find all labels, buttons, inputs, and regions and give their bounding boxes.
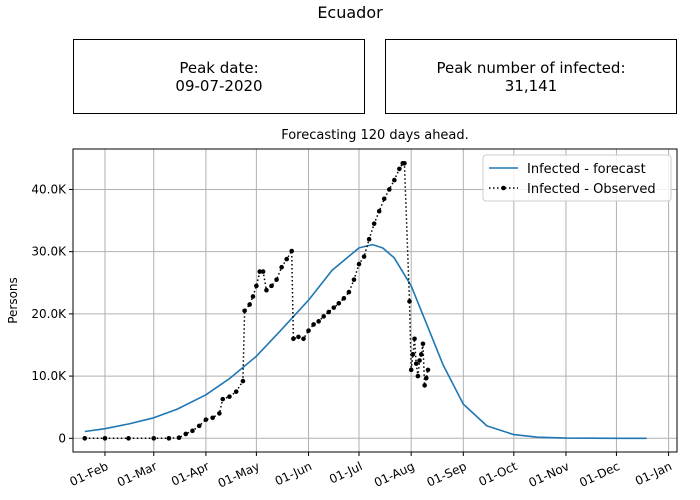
observed-point	[250, 294, 256, 299]
observed-point	[316, 319, 321, 324]
observed-point	[424, 375, 429, 381]
observed-point	[289, 248, 295, 254]
observed-point	[203, 417, 209, 422]
observed-point	[331, 305, 337, 310]
observed-point	[220, 396, 226, 402]
observed-point	[254, 283, 259, 289]
observed-point	[126, 436, 131, 441]
y-tick-label: 0	[58, 431, 66, 445]
observed-point	[346, 289, 352, 295]
x-tick-label: 01-Oct	[477, 459, 520, 489]
observed-point	[233, 389, 239, 394]
observed-point	[190, 428, 195, 434]
observed-point	[102, 436, 108, 441]
observed-point	[260, 269, 266, 274]
observed-point	[257, 269, 263, 274]
peak-date-box: Peak date: 09-07-2020	[73, 39, 365, 114]
legend-box	[482, 154, 672, 202]
peak-infected-value: 31,141	[504, 76, 558, 95]
legend-observed-marker	[501, 185, 506, 191]
x-tick-label: 01-Apr	[169, 459, 211, 489]
observed-point	[402, 161, 407, 166]
observed-point	[196, 423, 202, 429]
observed-point	[356, 261, 362, 267]
x-tick-label: 01-Jan	[633, 459, 674, 488]
observed-point	[166, 436, 172, 441]
x-tick-label: 01-Sep	[425, 459, 469, 490]
observed-point	[240, 378, 246, 384]
observed-point	[415, 373, 421, 379]
peak-date-label: Peak date:	[179, 58, 259, 77]
observed-point	[341, 296, 347, 301]
observed-point	[151, 436, 157, 441]
observed-line	[84, 162, 429, 440]
observed-point	[296, 334, 301, 340]
y-tick-label: 40.0K	[31, 182, 67, 196]
forecast-line	[84, 243, 647, 440]
peak-infected-label: Peak number of infected:	[436, 58, 626, 77]
observed-point	[420, 341, 426, 347]
observed-point	[351, 277, 357, 282]
observed-point	[311, 322, 316, 327]
observed-point	[274, 277, 279, 282]
observed-point	[408, 367, 414, 373]
observed-point	[410, 352, 416, 357]
observed-point	[321, 314, 326, 319]
observed-point	[425, 367, 431, 373]
observed-point	[176, 435, 182, 440]
observed-point	[413, 361, 419, 366]
y-axis-label: Persons	[6, 277, 20, 324]
x-tick-label: 01-Jul	[327, 459, 364, 486]
observed-point	[217, 411, 222, 416]
x-tick-label: 01-May	[216, 459, 262, 490]
chart-subtitle: Forecasting 120 days ahead.	[281, 128, 469, 143]
y-tick-label: 10.0K	[31, 369, 67, 383]
legend-forecast-label: Infected - forecast	[527, 162, 646, 177]
observed-point	[361, 254, 367, 259]
y-tick-label: 20.0K	[31, 307, 67, 321]
observed-point	[418, 352, 424, 357]
x-tick-label: 01-Nov	[527, 459, 572, 490]
plot-frame	[72, 148, 678, 453]
observed-point	[247, 302, 252, 307]
observed-point	[336, 300, 342, 306]
observed-point	[284, 256, 289, 262]
observed-point	[264, 287, 269, 293]
observed-point	[417, 358, 422, 363]
observed-point	[301, 336, 306, 342]
observed-point	[82, 436, 88, 441]
observed-point	[326, 309, 332, 315]
observed-point	[371, 221, 377, 226]
observed-point	[376, 208, 382, 214]
legend-observed-label: Infected - Observed	[527, 182, 656, 197]
observed-point	[422, 383, 427, 388]
observed-point	[366, 236, 372, 242]
x-tick-label: 01-Dec	[577, 459, 622, 490]
peak-infected-box: Peak number of infected: 31,141	[385, 39, 677, 114]
observed-point	[242, 308, 247, 314]
observed-point	[397, 166, 402, 172]
figure-title: Ecuador	[317, 3, 383, 22]
observed-point	[291, 336, 296, 342]
y-tick-label: 30.0K	[31, 245, 67, 259]
observed-point	[392, 177, 397, 183]
x-tick-label: 01-Jun	[273, 459, 314, 488]
observed-point	[210, 415, 215, 421]
observed-point	[227, 394, 232, 399]
observed-point	[279, 264, 284, 270]
observed-point	[407, 299, 412, 304]
observed-point	[387, 187, 392, 192]
observed-point	[306, 328, 311, 333]
observed-point	[412, 336, 417, 342]
observed-point	[381, 196, 387, 202]
x-tick-label: 01-Feb	[68, 459, 111, 489]
observed-point	[269, 283, 274, 289]
x-tick-label: 01-Mar	[115, 459, 159, 490]
peak-date-value: 09-07-2020	[175, 76, 263, 95]
observed-point	[183, 431, 189, 437]
legend: Infected - forecast Infected - Observed	[482, 154, 672, 202]
x-tick-label: 01-Aug	[372, 459, 417, 490]
